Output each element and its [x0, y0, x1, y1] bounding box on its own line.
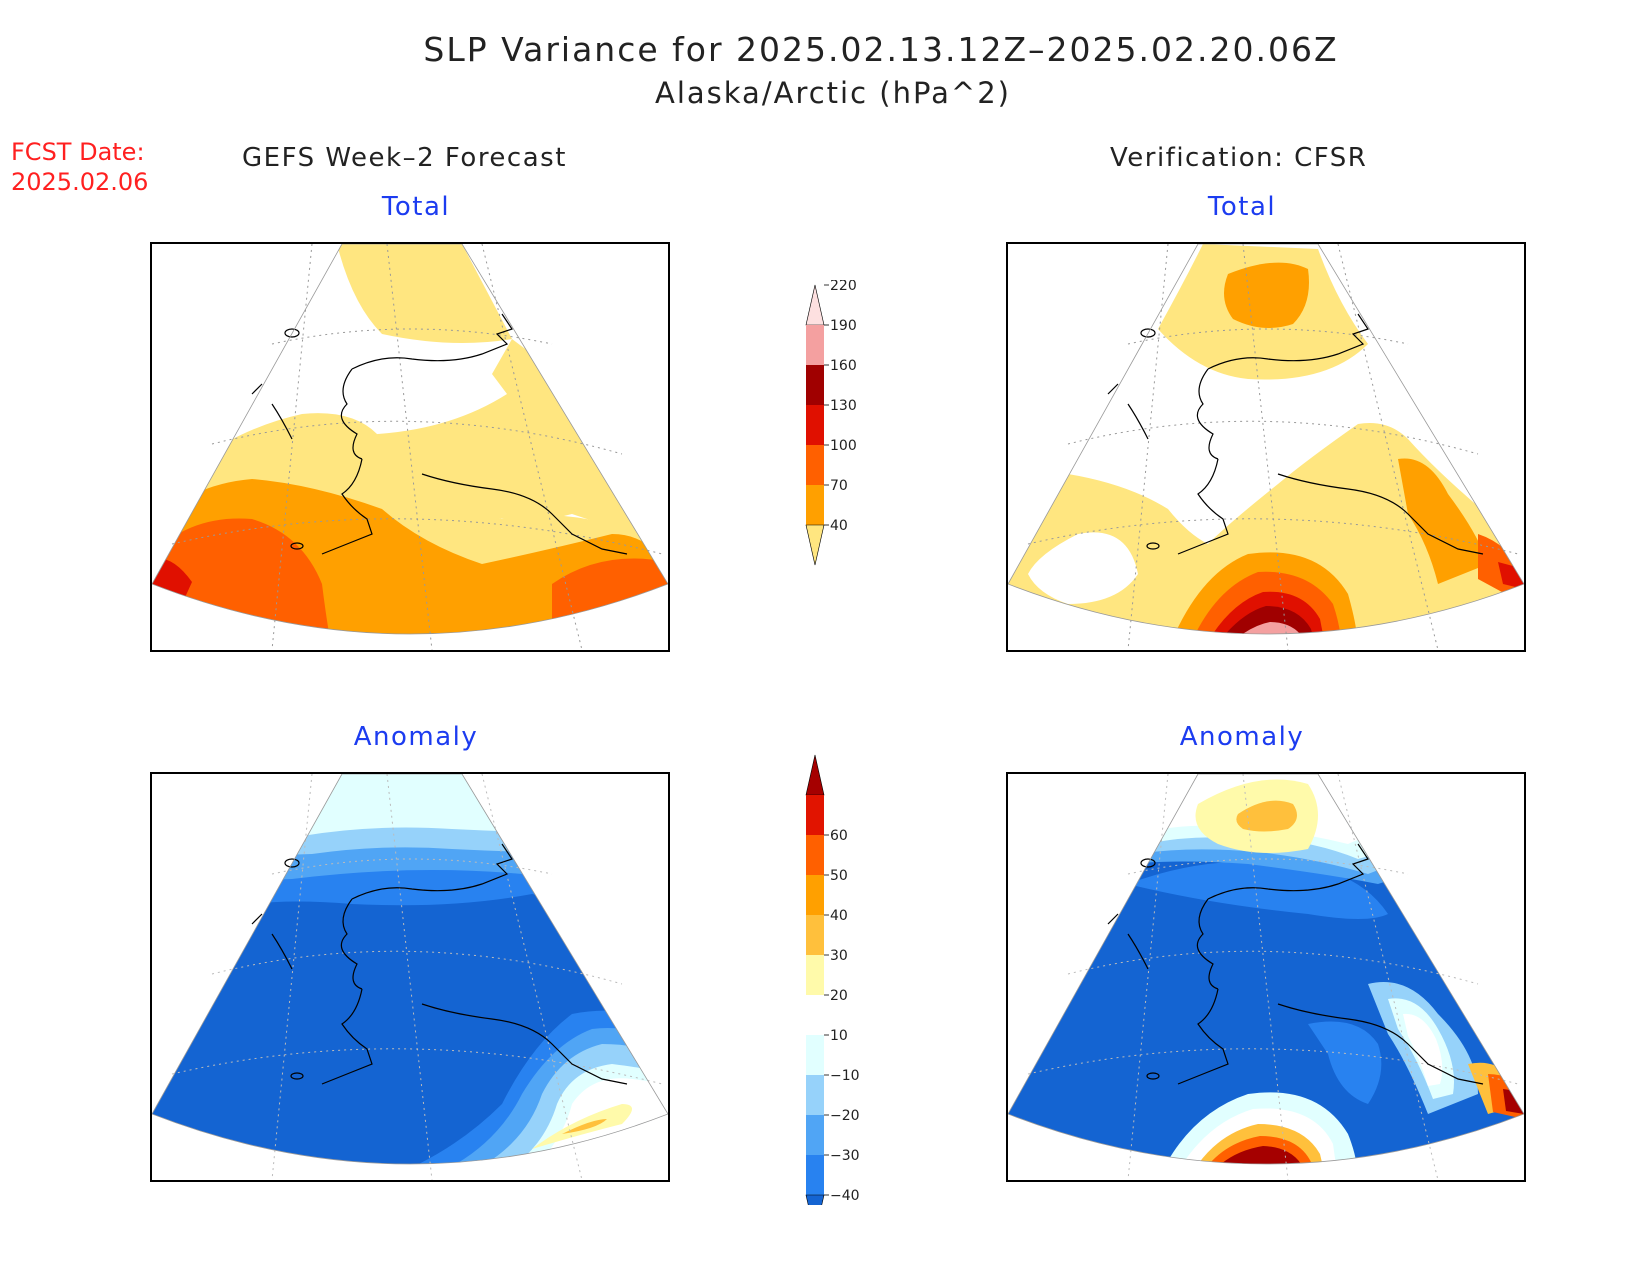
- colorbar-swatch: [806, 995, 824, 1035]
- colorbar-swatch: [805, 284, 825, 326]
- variance-region: [1224, 262, 1309, 328]
- forecast-anomaly-map: [150, 772, 670, 1182]
- colorbar-swatch: [806, 405, 824, 445]
- forecast-anomaly-label: Anomaly: [353, 722, 479, 752]
- colorbar-tick-label: 40: [830, 518, 848, 534]
- colorbar-tick-label: 220: [830, 280, 857, 294]
- colorbar-swatch: [806, 915, 824, 955]
- colorbar-tick-label: 20: [830, 988, 848, 1004]
- colorbar-tick-label: −20: [830, 1108, 860, 1124]
- graticule: [1027, 774, 1519, 1180]
- variance-region: [1398, 458, 1488, 584]
- colorbar-tick-label: −30: [830, 1148, 860, 1164]
- colorbar-tick-label: −10: [830, 1068, 860, 1084]
- anomaly-region: [1206, 1146, 1308, 1164]
- variance-region: [337, 244, 512, 343]
- variance-region: [1008, 423, 1524, 634]
- colorbar-tick-label: 100: [830, 438, 857, 454]
- colorbar-tick-label: 40: [830, 908, 848, 924]
- colorbar-swatch: [806, 835, 824, 875]
- verification-anomaly-map: [1006, 772, 1526, 1182]
- colorbar-tick-label: 50: [830, 868, 848, 884]
- coastline: [1107, 843, 1484, 1085]
- colorbar-swatch: [805, 524, 825, 566]
- colorbar-swatch: [806, 485, 824, 525]
- colorbar-swatch: [806, 325, 824, 365]
- verification-total-label: Total: [1207, 192, 1277, 222]
- colorbar-tick-label: 10: [830, 1028, 848, 1044]
- colorbar-tick-label: 70: [830, 478, 848, 494]
- verification-anomaly-label: Anomaly: [1179, 722, 1305, 752]
- colorbar-swatch: [806, 795, 824, 835]
- colorbar-swatch: [806, 955, 824, 995]
- verification-total-map: [1006, 242, 1526, 652]
- anomaly-region: [1503, 1089, 1524, 1114]
- colorbar-tick-label: 190: [830, 318, 857, 334]
- graticule: [1027, 244, 1519, 650]
- forecast-date-label: FCST Date:: [11, 138, 145, 166]
- anomaly-region: [1308, 1021, 1382, 1104]
- colorbar-swatch: [806, 1115, 824, 1155]
- verification-column-heading: Verification: CFSR: [1110, 143, 1368, 173]
- colorbar-tick-label: 160: [830, 358, 857, 374]
- forecast-total-map: [150, 242, 670, 652]
- total-colorbar: 40 70 100 130 160 190 220: [805, 280, 857, 566]
- forecast-date-value: 2025.02.06: [11, 168, 149, 196]
- anomaly-region: [1403, 1013, 1443, 1086]
- colorbar-swatch: [806, 1035, 824, 1075]
- anomaly-colorbar: −40 −30 −20 −10 10 20 30 40 50 60: [805, 754, 860, 1205]
- anomaly-region: [562, 1119, 607, 1134]
- colorbar-tick-label: 30: [830, 948, 848, 964]
- colorbar-swatch: [805, 1194, 825, 1205]
- variance-region: [1028, 532, 1138, 604]
- map-subtitle: Alaska/Arctic (hPa^2): [655, 76, 1011, 110]
- colorbar-swatch: [806, 875, 824, 915]
- map-title: SLP Variance for 2025.02.13.12Z–2025.02.…: [423, 30, 1339, 69]
- projection-boundary: [1008, 774, 1524, 1165]
- colorbar-swatch: [806, 445, 824, 485]
- graticule: [171, 244, 663, 650]
- coastline: [251, 313, 628, 555]
- coastline: [1107, 313, 1484, 555]
- variance-region: [1223, 622, 1308, 634]
- forecast-total-label: Total: [381, 192, 451, 222]
- colorbar-swatch: [806, 1075, 824, 1115]
- colorbar-swatch: [806, 365, 824, 405]
- projection-boundary: [152, 774, 668, 1165]
- projection-boundary: [152, 244, 668, 635]
- coastline: [251, 843, 628, 1085]
- variance-region: [1233, 634, 1298, 650]
- projection-boundary: [1008, 244, 1524, 635]
- colorbar-tick-label: 60: [830, 828, 848, 844]
- colorbar-tick-label: −40: [830, 1188, 860, 1204]
- colorbar-swatch: [805, 754, 825, 796]
- anomaly-region: [1236, 800, 1297, 832]
- graticule: [171, 774, 663, 1180]
- colorbar-tick-label: 130: [830, 398, 857, 414]
- forecast-column-heading: GEFS Week–2 Forecast: [242, 143, 567, 173]
- colorbar-swatch: [806, 1155, 824, 1195]
- anomaly-region: [1128, 861, 1388, 919]
- variance-region: [377, 339, 662, 544]
